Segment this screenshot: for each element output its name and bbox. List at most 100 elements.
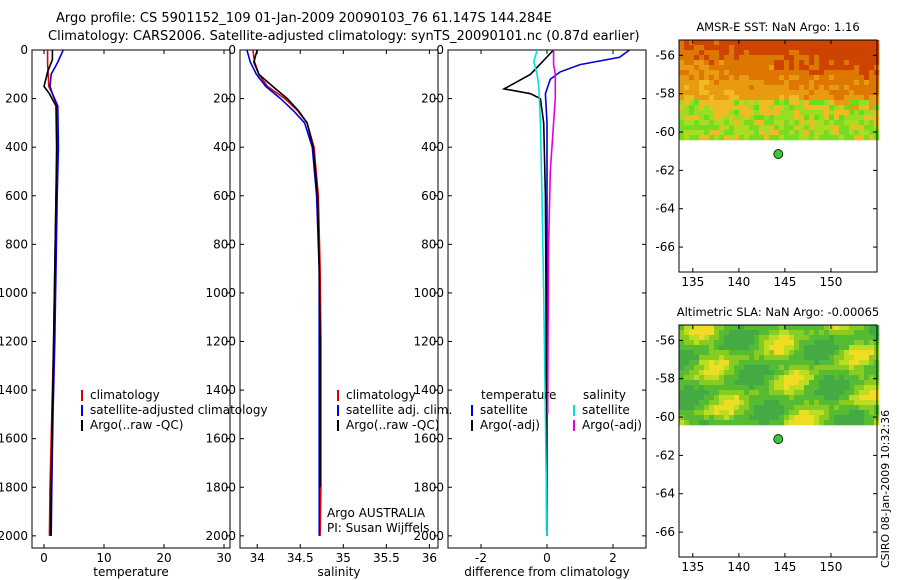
heatmap-cell [859, 95, 865, 101]
heatmap-cell [709, 405, 715, 411]
heatmap-cell [679, 95, 685, 101]
heatmap-cell [789, 125, 795, 131]
heatmap-cell [864, 95, 870, 101]
heatmap-cell [679, 90, 685, 96]
heatmap-cell [824, 415, 830, 421]
heatmap-cell [689, 50, 695, 56]
heatmap-cell [739, 60, 745, 66]
heatmap-cell [819, 410, 825, 416]
legend-item: Argo(..raw -QC) [346, 418, 439, 432]
heatmap-cell [724, 100, 730, 106]
heatmap-cell [704, 60, 710, 66]
heatmap-cell [704, 395, 710, 401]
heatmap-cell [844, 125, 850, 131]
heatmap-cell [699, 325, 705, 331]
heatmap-cell [844, 65, 850, 71]
heatmap-cell [774, 60, 780, 66]
heatmap-cell [829, 120, 835, 126]
heatmap-cell [834, 40, 840, 46]
heatmap-cell [849, 385, 855, 391]
heatmap-cell [709, 85, 715, 91]
heatmap-cell [684, 415, 690, 421]
heatmap-cell [789, 410, 795, 416]
heatmap-cell [819, 385, 825, 391]
heatmap-cell [839, 390, 845, 396]
heatmap-cell [699, 110, 705, 116]
heatmap-cell [859, 75, 865, 81]
heatmap-cell [684, 345, 690, 351]
heatmap-cell [779, 40, 785, 46]
heatmap-cell [829, 365, 835, 371]
heatmap-cell [844, 335, 850, 341]
heatmap-cell [809, 405, 815, 411]
heatmap-cell [699, 390, 705, 396]
heatmap-cell [744, 345, 750, 351]
heatmap-cell [844, 95, 850, 101]
heatmap-cell [724, 420, 730, 426]
heatmap-cell [774, 130, 780, 136]
heatmap-cell [749, 395, 755, 401]
heatmap-cell [799, 105, 805, 111]
heatmap-cell [694, 50, 700, 56]
heatmap-cell [859, 110, 865, 116]
heatmap-cell [784, 105, 790, 111]
heatmap-cell [679, 400, 685, 406]
heatmap-cell [684, 340, 690, 346]
heatmap-cell [774, 125, 780, 131]
heatmap-cell [864, 40, 870, 46]
heatmap-cell [749, 80, 755, 86]
heatmap-cell [704, 405, 710, 411]
heatmap-cell [684, 400, 690, 406]
heatmap-cell [824, 385, 830, 391]
heatmap-cell [824, 125, 830, 131]
heatmap-cell [749, 60, 755, 66]
heatmap-cell [829, 325, 835, 331]
heatmap-cell [759, 380, 765, 386]
heatmap-cell [789, 75, 795, 81]
heatmap-cell [849, 105, 855, 111]
heatmap-cell [694, 415, 700, 421]
heatmap-cell [804, 90, 810, 96]
heatmap-cell [844, 55, 850, 61]
heatmap-cell [694, 335, 700, 341]
heatmap-cell [719, 400, 725, 406]
heatmap-cell [709, 390, 715, 396]
heatmap-cell [779, 325, 785, 331]
heatmap-cell [729, 70, 735, 76]
heatmap-cell [689, 40, 695, 46]
heatmap-cell [819, 85, 825, 91]
heatmap-cell [799, 100, 805, 106]
heatmap-cell [689, 65, 695, 71]
heatmap-cell [834, 75, 840, 81]
heatmap-cell [819, 420, 825, 426]
heatmap-cell [864, 415, 870, 421]
heatmap-cell [844, 40, 850, 46]
heatmap-cell [869, 355, 875, 361]
heatmap-cell [809, 85, 815, 91]
heatmap-cell [834, 135, 840, 141]
heatmap-cell [829, 420, 835, 426]
heatmap-cell [819, 350, 825, 356]
heatmap-cell [784, 325, 790, 331]
heatmap-cell [694, 75, 700, 81]
heatmap-cell [759, 365, 765, 371]
heatmap-cell [709, 350, 715, 356]
heatmap-cell [864, 355, 870, 361]
heatmap-cell [729, 135, 735, 141]
heatmap-cell [749, 70, 755, 76]
heatmap-cell [679, 55, 685, 61]
heatmap-cell [699, 355, 705, 361]
heatmap-cell [699, 85, 705, 91]
y-tick-label: 1400 [0, 383, 28, 397]
heatmap-cell [784, 355, 790, 361]
heatmap-cell [719, 130, 725, 136]
heatmap-cell [844, 330, 850, 336]
heatmap-cell [819, 370, 825, 376]
heatmap-cell [864, 90, 870, 96]
heatmap-cell [779, 370, 785, 376]
heatmap-cell [789, 350, 795, 356]
heatmap-cell [769, 80, 775, 86]
heatmap-cell [689, 100, 695, 106]
heatmap-cell [764, 330, 770, 336]
heatmap-cell [689, 135, 695, 141]
